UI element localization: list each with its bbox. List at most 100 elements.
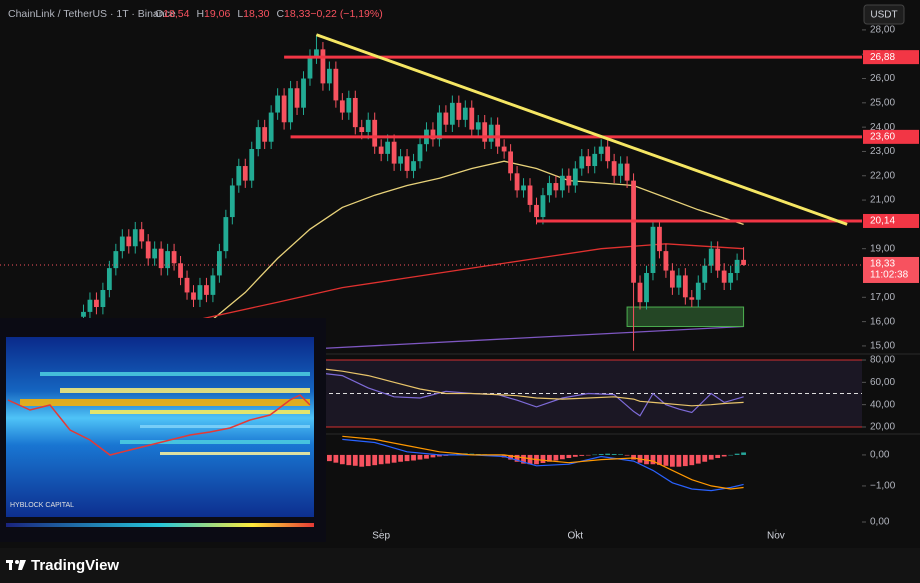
candle-body xyxy=(81,311,86,317)
candle-body xyxy=(411,161,416,171)
candle-body xyxy=(534,204,539,218)
candle-body xyxy=(391,141,397,164)
candle-body xyxy=(365,119,371,132)
macd-bar xyxy=(346,454,352,466)
logo-icon xyxy=(6,560,26,570)
currency-button[interactable] xyxy=(863,4,905,25)
countdown: 11:02:38 xyxy=(870,270,909,281)
candle-body xyxy=(236,166,242,186)
candle-body xyxy=(618,163,624,176)
level-tag xyxy=(863,50,919,65)
macd-bar xyxy=(585,454,591,456)
candle-body xyxy=(508,151,513,174)
last-price-label: 18,33 xyxy=(870,259,895,270)
candle-body xyxy=(262,127,268,142)
macd-bar xyxy=(624,454,630,456)
ohlc-value: 19,06 xyxy=(204,8,230,20)
candle-body xyxy=(255,127,261,150)
y-tick-label: 16,00 xyxy=(870,316,895,327)
candle-body xyxy=(443,112,449,125)
candle-body xyxy=(734,259,740,273)
y-tick-label: 21,00 xyxy=(870,195,895,206)
candle-body xyxy=(741,259,746,265)
candle-body xyxy=(294,88,300,108)
candle-body xyxy=(689,297,695,300)
overlay: ChainLink / TetherUS · 1T · Binance O18,… xyxy=(0,4,920,583)
level-label: 23,60 xyxy=(870,132,895,143)
candle-body xyxy=(126,236,132,247)
macd-line xyxy=(342,438,744,492)
y-tick-label: 25,00 xyxy=(870,97,895,108)
candle-body xyxy=(229,185,235,218)
candle-body xyxy=(242,166,248,181)
candle-body xyxy=(592,153,598,167)
macd-bar xyxy=(365,454,371,467)
candle-body xyxy=(663,251,669,271)
candle-body xyxy=(152,248,158,259)
ohlc-key: O xyxy=(155,8,163,20)
candle-body xyxy=(171,251,177,264)
level-label: 26,88 xyxy=(870,52,895,63)
candle-body xyxy=(611,161,617,176)
candle-body xyxy=(572,168,578,186)
macd-bar xyxy=(339,454,345,465)
y-tick-label: 19,00 xyxy=(870,243,895,254)
macd-bar xyxy=(566,454,572,459)
candle-body xyxy=(527,185,533,205)
last-price-tag xyxy=(863,256,919,283)
candle-body xyxy=(521,185,526,191)
candle-body xyxy=(682,275,688,298)
candle-body xyxy=(631,180,636,283)
inset-watermark: HYBLOCK CAPITAL xyxy=(10,502,74,509)
candle-body xyxy=(385,141,391,154)
macd-bar xyxy=(695,454,701,464)
macd-bar xyxy=(359,454,365,467)
candle-body xyxy=(553,183,559,191)
y-tick-label: −1,00 xyxy=(870,481,896,492)
candle-body xyxy=(197,285,203,300)
candle-body xyxy=(514,173,520,191)
candle-body xyxy=(695,282,701,300)
candle-body xyxy=(204,285,209,295)
macd-bar xyxy=(398,454,403,462)
candle-body xyxy=(669,270,675,288)
candle-body xyxy=(339,100,345,113)
candle-body xyxy=(624,163,630,181)
macd-bar xyxy=(669,454,675,467)
candle-body xyxy=(650,226,656,273)
macd-bar xyxy=(689,454,695,466)
macd-bar xyxy=(417,454,423,460)
candle-body xyxy=(462,107,468,120)
macd-bar xyxy=(618,454,624,455)
y-tick-label: 40,00 xyxy=(870,399,895,410)
macd-bar xyxy=(592,454,598,456)
candle-body xyxy=(676,275,682,288)
candle-body xyxy=(275,95,281,113)
macd-bar xyxy=(352,454,358,466)
rsi-line xyxy=(322,372,744,417)
candle-body xyxy=(708,248,714,266)
inset-price xyxy=(7,394,311,456)
macd-bar xyxy=(650,454,656,465)
candle-body xyxy=(404,156,410,171)
y-tick-label: 0,00 xyxy=(870,517,890,528)
inset-colorbar xyxy=(6,523,314,527)
macd-bar xyxy=(372,454,378,466)
ohlc-key: L xyxy=(237,8,243,20)
candle-body xyxy=(437,112,442,140)
candle-body xyxy=(372,119,378,147)
candle-body xyxy=(359,127,365,132)
candle-body xyxy=(268,112,274,142)
macd-bar xyxy=(424,454,429,459)
rsi-line xyxy=(322,368,744,407)
level-tag xyxy=(863,213,919,228)
candle-body xyxy=(482,122,488,142)
currency[interactable]: USDT xyxy=(870,10,897,21)
macd-bar xyxy=(682,454,688,467)
candle-body xyxy=(165,251,171,269)
candle-body xyxy=(378,146,384,154)
candle-body xyxy=(145,241,151,259)
y-tick-label: 20,00 xyxy=(870,422,895,433)
macd-bar xyxy=(715,454,721,459)
